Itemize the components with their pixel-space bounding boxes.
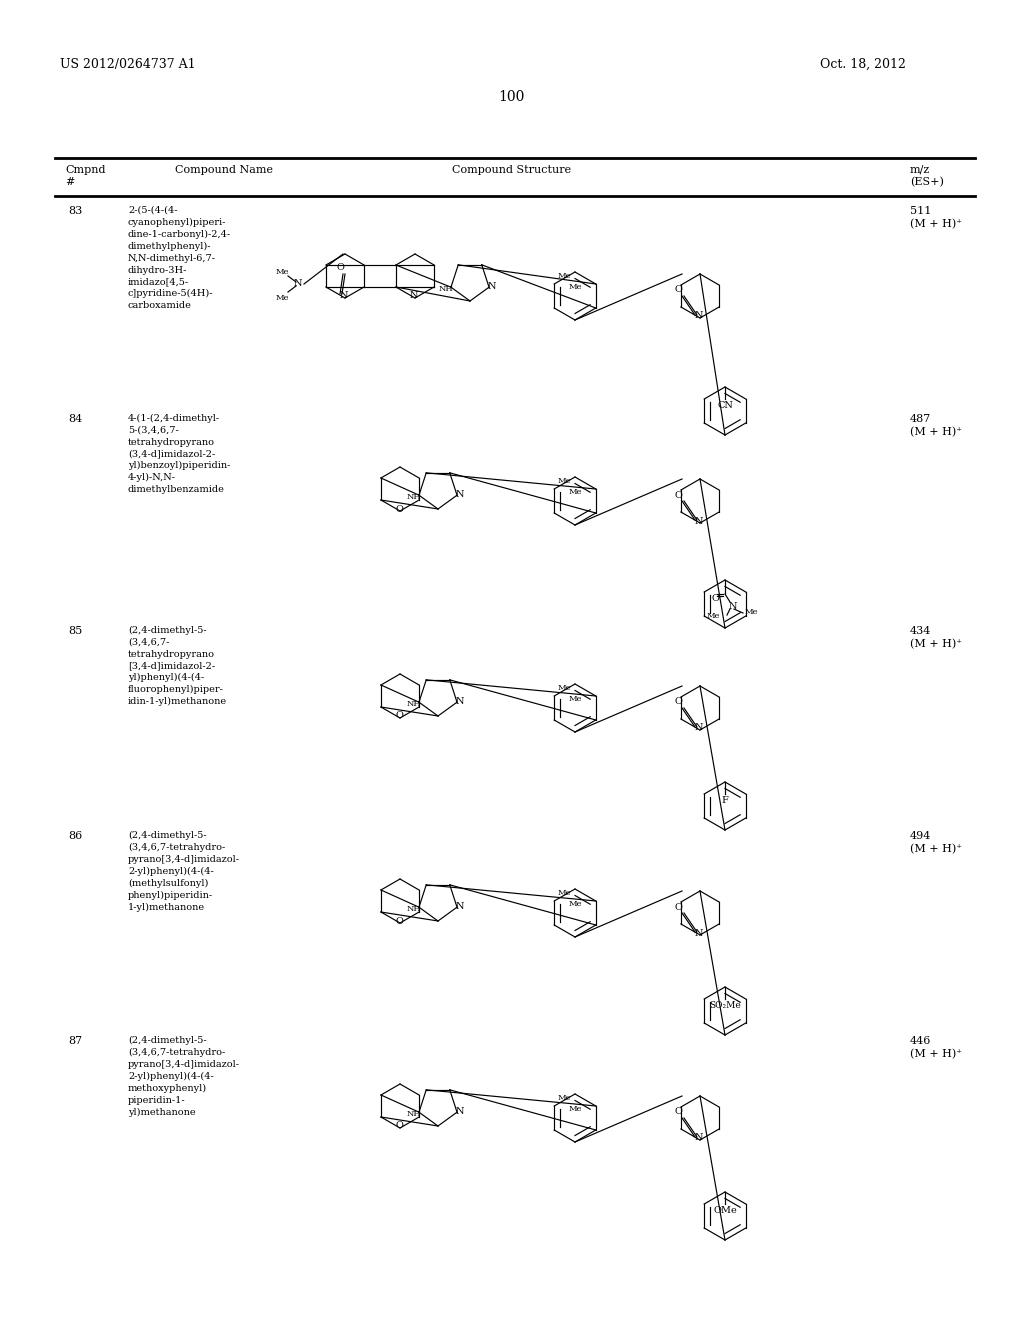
Text: O: O [674, 903, 682, 912]
Text: (2,4-dimethyl-5-
(3,4,6,7-tetrahydro-
pyrano[3,4-d]imidazol-
2-yl)phenyl)(4-(4-
: (2,4-dimethyl-5- (3,4,6,7-tetrahydro- py… [128, 832, 240, 912]
Text: Me: Me [557, 684, 571, 692]
Text: NH: NH [407, 494, 421, 502]
Text: O: O [395, 916, 402, 925]
Text: O: O [395, 504, 402, 513]
Text: N: N [694, 723, 703, 733]
Text: 4-(1-(2,4-dimethyl-
5-(3,4,6,7-
tetrahydropyrano
(3,4-d]imidazol-2-
yl)benzoyl)p: 4-(1-(2,4-dimethyl- 5-(3,4,6,7- tetrahyd… [128, 414, 230, 494]
Text: 84: 84 [68, 414, 82, 424]
Text: 83: 83 [68, 206, 82, 216]
Text: O: O [674, 1107, 682, 1117]
Text: Me: Me [745, 609, 759, 616]
Text: F: F [722, 796, 728, 805]
Text: O: O [674, 285, 682, 294]
Text: Compound Name: Compound Name [175, 165, 273, 176]
Text: US 2012/0264737 A1: US 2012/0264737 A1 [60, 58, 196, 71]
Text: 494
(M + H)⁺: 494 (M + H)⁺ [910, 832, 962, 854]
Text: Me: Me [557, 272, 571, 280]
Text: Me: Me [568, 900, 582, 908]
Text: 446
(M + H)⁺: 446 (M + H)⁺ [910, 1036, 962, 1060]
Text: Cmpnd: Cmpnd [65, 165, 105, 176]
Text: SO₂Me: SO₂Me [710, 1001, 741, 1010]
Text: N: N [487, 281, 497, 290]
Text: N: N [456, 490, 464, 499]
Text: Compound Structure: Compound Structure [453, 165, 571, 176]
Text: 100: 100 [499, 90, 525, 104]
Text: NH: NH [407, 1110, 421, 1118]
Text: 87: 87 [68, 1036, 82, 1045]
Text: Me: Me [275, 268, 289, 276]
Text: 2-(5-(4-(4-
cyanophenyl)piperi-
dine-1-carbonyl)-2,4-
dimethylphenyl)-
N,N-dimet: 2-(5-(4-(4- cyanophenyl)piperi- dine-1-c… [128, 206, 231, 310]
Text: (2,4-dimethyl-5-
(3,4,6,7-
tetrahydropyrano
[3,4-d]imidazol-2-
yl)phenyl)(4-(4-
: (2,4-dimethyl-5- (3,4,6,7- tetrahydropyr… [128, 626, 227, 706]
Text: Me: Me [707, 612, 720, 620]
Text: N: N [410, 292, 418, 301]
Text: N: N [694, 1134, 703, 1143]
Text: O: O [395, 1122, 402, 1130]
Text: O: O [674, 697, 682, 706]
Text: Oct. 18, 2012: Oct. 18, 2012 [820, 58, 906, 71]
Text: 85: 85 [68, 626, 82, 636]
Text: Me: Me [568, 282, 582, 290]
Text: Me: Me [568, 1105, 582, 1113]
Text: 434
(M + H)⁺: 434 (M + H)⁺ [910, 626, 962, 649]
Text: N: N [294, 280, 302, 289]
Text: Me: Me [275, 294, 289, 302]
Text: NH: NH [407, 906, 421, 913]
Text: N: N [456, 697, 464, 706]
Text: Me: Me [568, 696, 582, 704]
Text: CN: CN [717, 401, 733, 411]
Text: 511
(M + H)⁺: 511 (M + H)⁺ [910, 206, 962, 230]
Text: N: N [694, 928, 703, 937]
Text: 487
(M + H)⁺: 487 (M + H)⁺ [910, 414, 962, 438]
Text: Me: Me [557, 888, 571, 898]
Text: Me: Me [557, 1094, 571, 1102]
Text: N: N [456, 1106, 464, 1115]
Text: (ES+): (ES+) [910, 177, 944, 187]
Text: O: O [711, 594, 719, 603]
Text: NH: NH [407, 700, 421, 709]
Text: #: # [65, 177, 75, 187]
Text: OMe: OMe [713, 1206, 737, 1214]
Text: (2,4-dimethyl-5-
(3,4,6,7-tetrahydro-
pyrano[3,4-d]imidazol-
2-yl)phenyl)(4-(4-
: (2,4-dimethyl-5- (3,4,6,7-tetrahydro- py… [128, 1036, 240, 1117]
Text: 86: 86 [68, 832, 82, 841]
Text: Me: Me [557, 477, 571, 484]
Text: O: O [395, 711, 402, 721]
Text: O: O [336, 263, 344, 272]
Text: O: O [674, 491, 682, 499]
Text: N: N [694, 516, 703, 525]
Text: N: N [456, 902, 464, 911]
Text: N: N [340, 292, 348, 301]
Text: N: N [729, 602, 737, 611]
Text: Me: Me [568, 488, 582, 496]
Text: N: N [694, 312, 703, 321]
Text: NH: NH [438, 285, 454, 293]
Text: m/z: m/z [910, 165, 930, 176]
